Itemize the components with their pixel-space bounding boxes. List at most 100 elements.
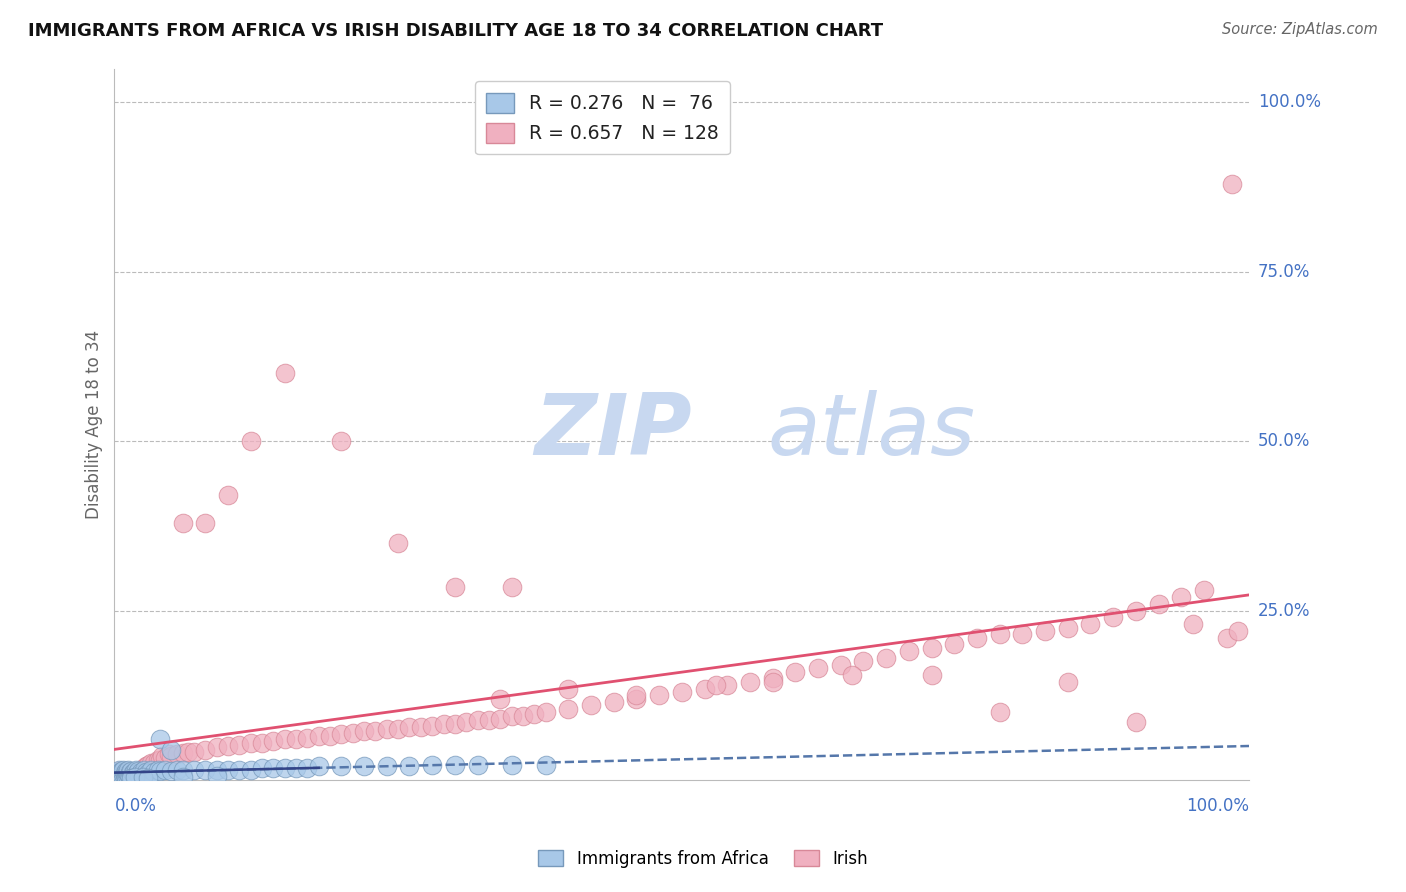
Point	[112, 764, 135, 778]
Point	[160, 749, 183, 764]
Point	[432, 717, 454, 731]
Point	[512, 708, 534, 723]
Point	[217, 763, 239, 777]
Point	[111, 769, 134, 783]
Point	[626, 691, 648, 706]
Point	[117, 763, 139, 777]
Point	[107, 768, 129, 782]
Point	[111, 770, 134, 784]
Point	[177, 745, 200, 759]
Point	[104, 769, 127, 783]
Point	[120, 764, 142, 779]
Point	[122, 765, 145, 780]
Text: ZIP: ZIP	[534, 390, 692, 473]
Point	[716, 678, 738, 692]
Point	[1215, 631, 1237, 645]
Point	[387, 722, 409, 736]
Point	[108, 764, 131, 779]
Point	[143, 756, 166, 770]
Point	[375, 722, 398, 736]
Point	[342, 725, 364, 739]
Point	[489, 691, 512, 706]
Point	[112, 767, 135, 781]
Point	[105, 767, 128, 781]
Point	[194, 516, 217, 530]
Point	[183, 745, 205, 759]
Point	[420, 758, 443, 772]
Point	[420, 719, 443, 733]
Text: 100.0%: 100.0%	[1258, 94, 1320, 112]
Point	[132, 766, 155, 780]
Point	[693, 681, 716, 696]
Point	[364, 724, 387, 739]
Point	[330, 759, 353, 773]
Legend: R = 0.276   N =  76, R = 0.657   N = 128: R = 0.276 N = 76, R = 0.657 N = 128	[475, 81, 730, 154]
Point	[194, 742, 217, 756]
Point	[273, 367, 295, 381]
Point	[108, 763, 131, 777]
Point	[157, 747, 180, 762]
Point	[943, 638, 966, 652]
Point	[1220, 177, 1243, 191]
Point	[107, 766, 129, 780]
Point	[128, 767, 150, 781]
Point	[172, 746, 194, 760]
Point	[626, 688, 648, 702]
Text: atlas: atlas	[768, 390, 974, 473]
Point	[172, 516, 194, 530]
Point	[114, 765, 136, 780]
Point	[1170, 590, 1192, 604]
Point	[704, 678, 727, 692]
Point	[330, 727, 353, 741]
Point	[105, 764, 128, 779]
Point	[166, 747, 188, 762]
Point	[149, 732, 172, 747]
Point	[988, 627, 1011, 641]
Point	[149, 764, 172, 779]
Point	[194, 763, 217, 777]
Point	[114, 770, 136, 784]
Point	[112, 763, 135, 777]
Point	[125, 764, 148, 779]
Point	[444, 580, 467, 594]
Point	[353, 724, 375, 739]
Point	[117, 766, 139, 780]
Point	[353, 759, 375, 773]
Point	[108, 764, 131, 779]
Point	[166, 763, 188, 777]
Point	[648, 688, 671, 702]
Point	[250, 736, 273, 750]
Point	[124, 770, 146, 784]
Point	[228, 763, 250, 777]
Point	[921, 640, 943, 655]
Point	[398, 720, 420, 734]
Point	[375, 759, 398, 773]
Point	[104, 770, 127, 784]
Point	[1147, 597, 1170, 611]
Point	[110, 766, 132, 780]
Point	[114, 765, 136, 780]
Point	[120, 771, 142, 785]
Point	[467, 758, 489, 772]
Point	[456, 715, 478, 730]
Point	[146, 763, 169, 777]
Point	[108, 769, 131, 783]
Text: 0.0%: 0.0%	[114, 797, 156, 814]
Point	[1227, 624, 1250, 638]
Point	[330, 434, 353, 449]
Point	[107, 768, 129, 782]
Text: 100.0%: 100.0%	[1187, 797, 1250, 814]
Point	[139, 763, 162, 777]
Point	[409, 720, 432, 734]
Point	[875, 651, 897, 665]
Point	[557, 702, 579, 716]
Point	[122, 764, 145, 779]
Point	[738, 674, 761, 689]
Point	[143, 764, 166, 779]
Point	[108, 769, 131, 783]
Point	[807, 661, 830, 675]
Point	[112, 767, 135, 781]
Point	[115, 764, 138, 779]
Point	[115, 767, 138, 781]
Point	[841, 668, 863, 682]
